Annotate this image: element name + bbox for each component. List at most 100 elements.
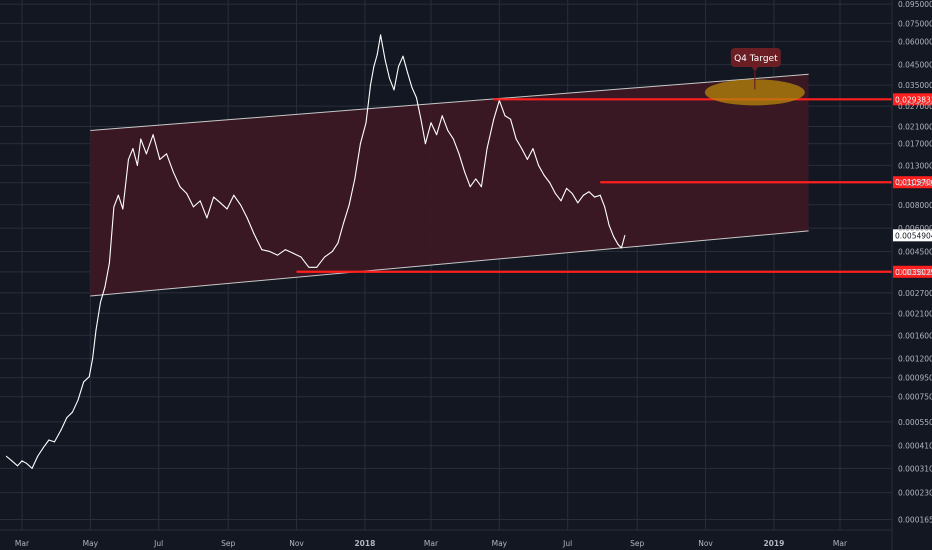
price-point: [316, 266, 318, 268]
price-point: [99, 301, 102, 304]
y-tick-label: 0.02700000: [898, 102, 932, 111]
price-point: [276, 254, 279, 256]
price-point: [308, 266, 310, 268]
x-tick-label: Sep: [630, 539, 644, 548]
x-tick-label: Mar: [15, 539, 30, 548]
price-point: [359, 143, 362, 145]
price-point: [526, 158, 528, 161]
price-point: [117, 194, 119, 196]
price-point: [186, 192, 188, 195]
price-point: [397, 65, 400, 68]
current-price-label: 0.00549041: [895, 231, 932, 240]
price-point: [373, 65, 375, 68]
price-point: [31, 467, 33, 469]
current-price-tag: [893, 229, 932, 242]
price-point: [469, 186, 471, 188]
price-point: [369, 84, 372, 86]
price-point: [543, 174, 545, 176]
levels-layer: 0.02938330 0.01057008 0.00350299 0.00549041: [296, 93, 932, 278]
price-point: [537, 164, 540, 167]
y-tick-label: 0.01300000: [898, 161, 932, 170]
price-point: [402, 55, 404, 57]
price-point: [582, 194, 584, 196]
price-point: [199, 200, 201, 202]
price-point: [420, 118, 422, 120]
target-ellipse: [704, 79, 805, 106]
y-tick-label: 0.00600000: [898, 224, 932, 233]
price-point: [480, 186, 483, 188]
y-tick-label: 0.00120000: [898, 355, 932, 364]
price-point: [436, 134, 438, 136]
price-point: [261, 249, 263, 251]
price-point: [608, 224, 610, 227]
price-point: [239, 204, 242, 206]
price-point: [11, 460, 13, 462]
y-tick-label: 0.00031000: [898, 464, 932, 473]
price-point: [384, 58, 386, 61]
price-point: [348, 204, 350, 206]
price-point: [83, 381, 85, 383]
price-point: [337, 242, 339, 244]
price-point: [37, 455, 39, 457]
price-point: [25, 462, 28, 464]
price-point: [95, 329, 97, 331]
y-tick-label: 0.00800000: [898, 201, 932, 210]
price-point: [376, 53, 378, 56]
price-point: [571, 192, 573, 195]
price-point: [532, 147, 534, 150]
x-tick-label: Mar: [833, 539, 848, 548]
y-tick-label: 0.00016500: [898, 516, 932, 525]
x-tick-label: Sep: [221, 539, 235, 548]
price-point: [624, 234, 626, 236]
x-tick-label: Nov: [289, 539, 304, 548]
price-point: [354, 178, 356, 180]
x-tick-label: May: [83, 539, 99, 548]
price-point: [521, 147, 523, 150]
price-point: [379, 34, 382, 36]
price-point: [108, 262, 111, 264]
price-point: [620, 247, 623, 249]
level-price-label: 0.01057008: [895, 178, 932, 187]
price-point: [604, 206, 606, 208]
x-tick-label: May: [492, 539, 508, 548]
price-point: [5, 455, 7, 457]
price-point: [226, 208, 228, 210]
price-point: [172, 171, 174, 173]
price-point: [617, 243, 619, 246]
y-tick-label: 0.00075000: [898, 393, 932, 402]
price-point: [300, 256, 302, 258]
price-point: [21, 460, 23, 462]
price-point: [441, 115, 443, 117]
y-tick-label: 0.07500000: [898, 19, 932, 28]
price-point: [411, 86, 413, 89]
price-point: [565, 187, 568, 189]
price-point: [493, 118, 495, 120]
price-point: [464, 171, 466, 173]
price-point: [599, 194, 601, 196]
price-point: [16, 465, 19, 467]
price-point: [159, 158, 161, 161]
price-point: [113, 206, 115, 208]
annotation-label: Q4 Target: [734, 54, 778, 64]
price-point: [219, 202, 221, 204]
price-point: [554, 192, 556, 195]
price-point: [424, 143, 426, 145]
y-tick-label: 0.01700000: [898, 140, 932, 149]
annotation-bubble: [730, 48, 781, 67]
y-tick-label: 0.00160000: [898, 331, 932, 340]
price-point: [393, 89, 395, 91]
price-point: [452, 138, 455, 140]
y-tick-label: 0.00450000: [898, 247, 932, 256]
price-point: [284, 249, 286, 251]
price-point: [152, 134, 154, 136]
y-tick-label: 0.03500000: [898, 81, 932, 90]
level-price-tag: [893, 265, 932, 278]
price-point: [415, 97, 418, 99]
price-point: [88, 376, 90, 378]
y-tick-label: 0.01050000: [898, 179, 932, 188]
price-point: [53, 441, 56, 443]
price-point: [486, 147, 488, 150]
price-point: [594, 196, 596, 198]
